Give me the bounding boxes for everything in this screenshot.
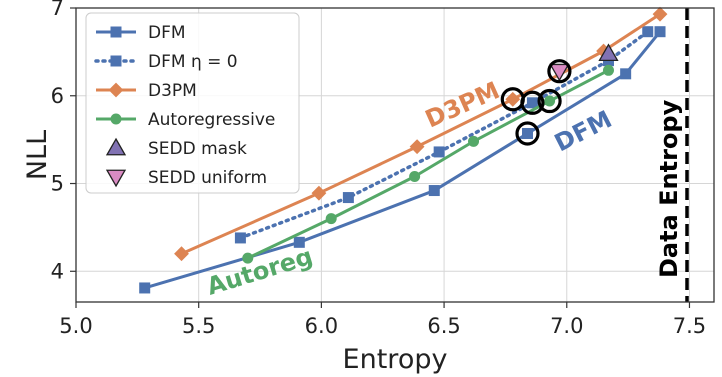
legend-marker (105, 169, 127, 188)
y-tick-label: 4 (51, 259, 64, 283)
data-point (602, 64, 614, 76)
y-tick-label: 6 (51, 84, 64, 108)
series-4 (598, 43, 619, 62)
legend: DFM DFM η = 0 D3PM Autoregressive SEDD mask S… (85, 12, 300, 194)
x-tick-label: 5.0 (59, 314, 92, 338)
data-point (620, 68, 632, 80)
data-point (544, 95, 556, 107)
series-layer (139, 6, 668, 294)
data-point (505, 91, 521, 107)
x-tick-label: 7.5 (673, 314, 706, 338)
data-point (526, 97, 538, 109)
y-axis-title: NLL (22, 130, 53, 180)
highlight-circle (520, 90, 545, 115)
legend-frame (85, 12, 300, 194)
legend-entry: DFM η = 0 (94, 52, 238, 72)
series-line (144, 30, 662, 290)
data-point (409, 139, 425, 155)
reference-line-layer: Data Entropy (655, 8, 689, 302)
series-5 (549, 63, 570, 82)
data-point (428, 185, 440, 197)
x-tick-label: 5.5 (182, 314, 215, 338)
legend-marker (108, 82, 124, 98)
legend-label: SEDD mask (148, 139, 247, 159)
data-point (293, 236, 305, 248)
data-point (409, 171, 421, 183)
data-point (234, 232, 246, 244)
series-line (180, 12, 661, 256)
highlight-circle (537, 88, 562, 114)
data-point (433, 146, 445, 158)
highlight-layer (500, 59, 572, 146)
data-entropy-label: Data Entropy (655, 99, 683, 278)
legend-marker (105, 137, 127, 156)
data-point (522, 127, 534, 139)
data-point (325, 213, 337, 225)
legend-entry: Autoregressive (96, 110, 275, 130)
x-tick-label: 6.0 (305, 314, 338, 338)
y-tick-label: 7 (51, 0, 64, 20)
series-line (238, 29, 650, 240)
legend-marker (110, 113, 122, 125)
legend-entry: SEDD uniform (105, 168, 267, 188)
data-point (598, 43, 619, 62)
legend-label: Autoregressive (148, 110, 275, 130)
legend-label: DFM η = 0 (148, 52, 238, 72)
legend-entry: D3PM (96, 81, 197, 101)
legend-entry: DFM (96, 23, 186, 43)
data-point (468, 135, 480, 147)
data-point (642, 26, 654, 38)
data-point (139, 282, 151, 294)
legend-entry: SEDD mask (105, 137, 247, 159)
legend-marker (110, 55, 122, 67)
tick-layer: 5.0 5.5 6.0 6.5 7.0 7.5 4 5 6 7 (51, 0, 707, 338)
x-axis-title: Entropy (343, 344, 448, 375)
highlight-circle (515, 121, 540, 146)
legend-label: DFM (148, 23, 186, 43)
data-point (549, 63, 570, 82)
data-point (311, 185, 327, 201)
data-point (342, 192, 354, 204)
y-tick-label: 5 (51, 172, 64, 196)
x-tick-label: 7.0 (550, 314, 583, 338)
legend-marker (110, 26, 122, 38)
highlight-circle (547, 59, 572, 84)
x-tick-label: 6.5 (427, 314, 460, 338)
data-point (652, 6, 668, 22)
data-point (242, 252, 254, 264)
data-point (174, 246, 189, 262)
series-0 (139, 26, 666, 294)
data-point (654, 26, 666, 38)
plot-frame (75, 7, 715, 303)
legend-label: D3PM (148, 81, 197, 101)
legend-label: SEDD uniform (148, 168, 267, 188)
